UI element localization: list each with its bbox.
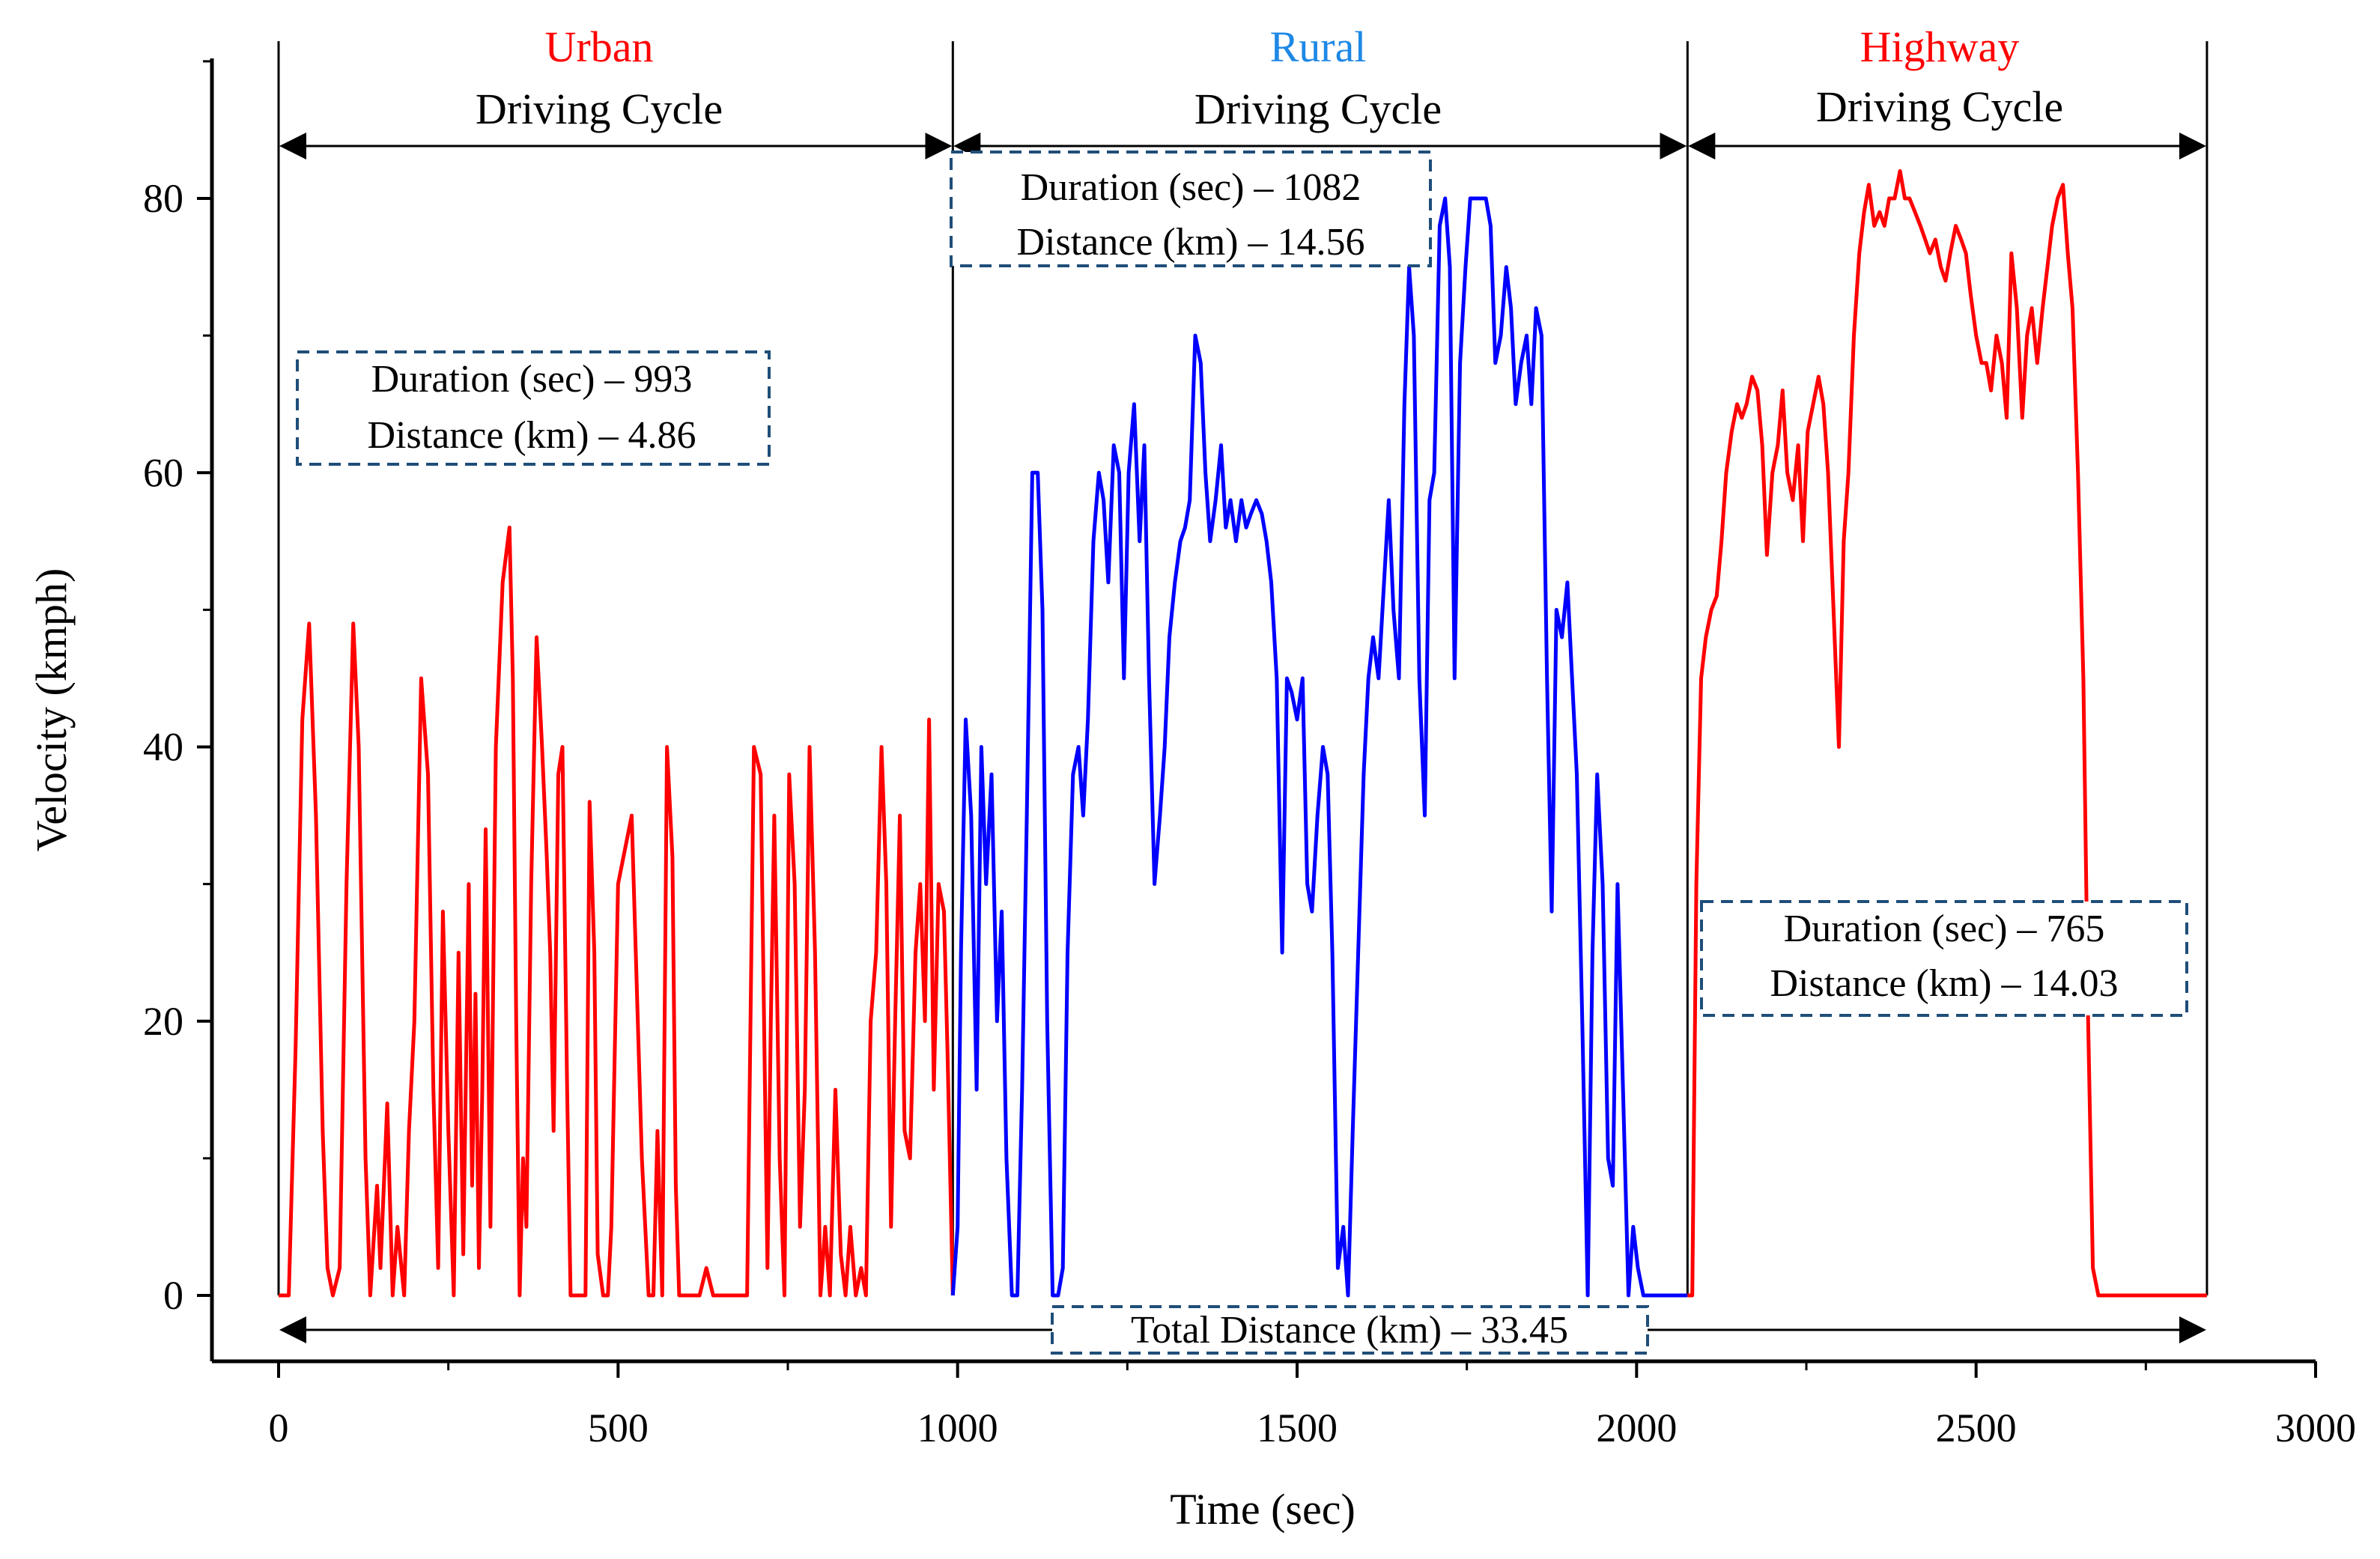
y-tick-label: 20 xyxy=(143,999,183,1044)
urban-distance: Distance (km) – 4.86 xyxy=(367,414,696,457)
x-tick-label: 3000 xyxy=(2275,1405,2356,1450)
highway-name: Highway xyxy=(1860,22,2020,71)
highway-duration: Duration (sec) – 765 xyxy=(1784,908,2105,950)
series-urban xyxy=(279,526,955,1298)
total-distance-label: Total Distance (km) – 33.45 xyxy=(1131,1309,1568,1352)
series-rural xyxy=(950,196,1688,1298)
urban-duration: Duration (sec) – 993 xyxy=(371,358,693,401)
series-highway xyxy=(1687,168,2207,1298)
y-ticks: 0 20 40 60 80 xyxy=(143,60,212,1318)
segment-arrows xyxy=(279,133,2206,1343)
series-lines xyxy=(279,168,2207,1298)
rural-name: Rural xyxy=(1270,22,1367,71)
total-distance-box xyxy=(1051,1305,1649,1355)
x-tick-label: 2000 xyxy=(1596,1405,1677,1450)
x-tick-label: 1500 xyxy=(1257,1405,1338,1450)
y-axis-title: Velocity (kmph) xyxy=(27,568,76,852)
y-tick-label: 40 xyxy=(143,725,183,770)
highway-distance: Distance (km) – 14.03 xyxy=(1770,962,2118,1005)
urban-subtitle: Driving Cycle xyxy=(476,85,723,133)
x-ticks: 0 500 1000 1500 2000 2500 3000 xyxy=(269,1361,2356,1450)
rural-duration: Duration (sec) – 1082 xyxy=(1021,166,1361,209)
y-tick-label: 0 xyxy=(163,1273,183,1318)
urban-name: Urban xyxy=(545,22,654,71)
rural-info-box xyxy=(950,151,1432,267)
x-tick-label: 2500 xyxy=(1936,1405,2017,1450)
x-tick-label: 500 xyxy=(588,1405,649,1450)
rural-subtitle: Driving Cycle xyxy=(1194,85,1442,133)
x-tick-label: 0 xyxy=(269,1405,289,1450)
urban-info-box xyxy=(296,350,771,466)
y-tick-label: 80 xyxy=(143,176,183,221)
highway-info-box xyxy=(1700,900,2188,1017)
highway-subtitle: Driving Cycle xyxy=(1816,82,2063,131)
x-tick-label: 1000 xyxy=(917,1405,998,1450)
rural-distance: Distance (km) – 14.56 xyxy=(1016,221,1364,264)
y-tick-label: 60 xyxy=(143,450,183,495)
x-axis-title: Time (sec) xyxy=(1170,1485,1356,1534)
